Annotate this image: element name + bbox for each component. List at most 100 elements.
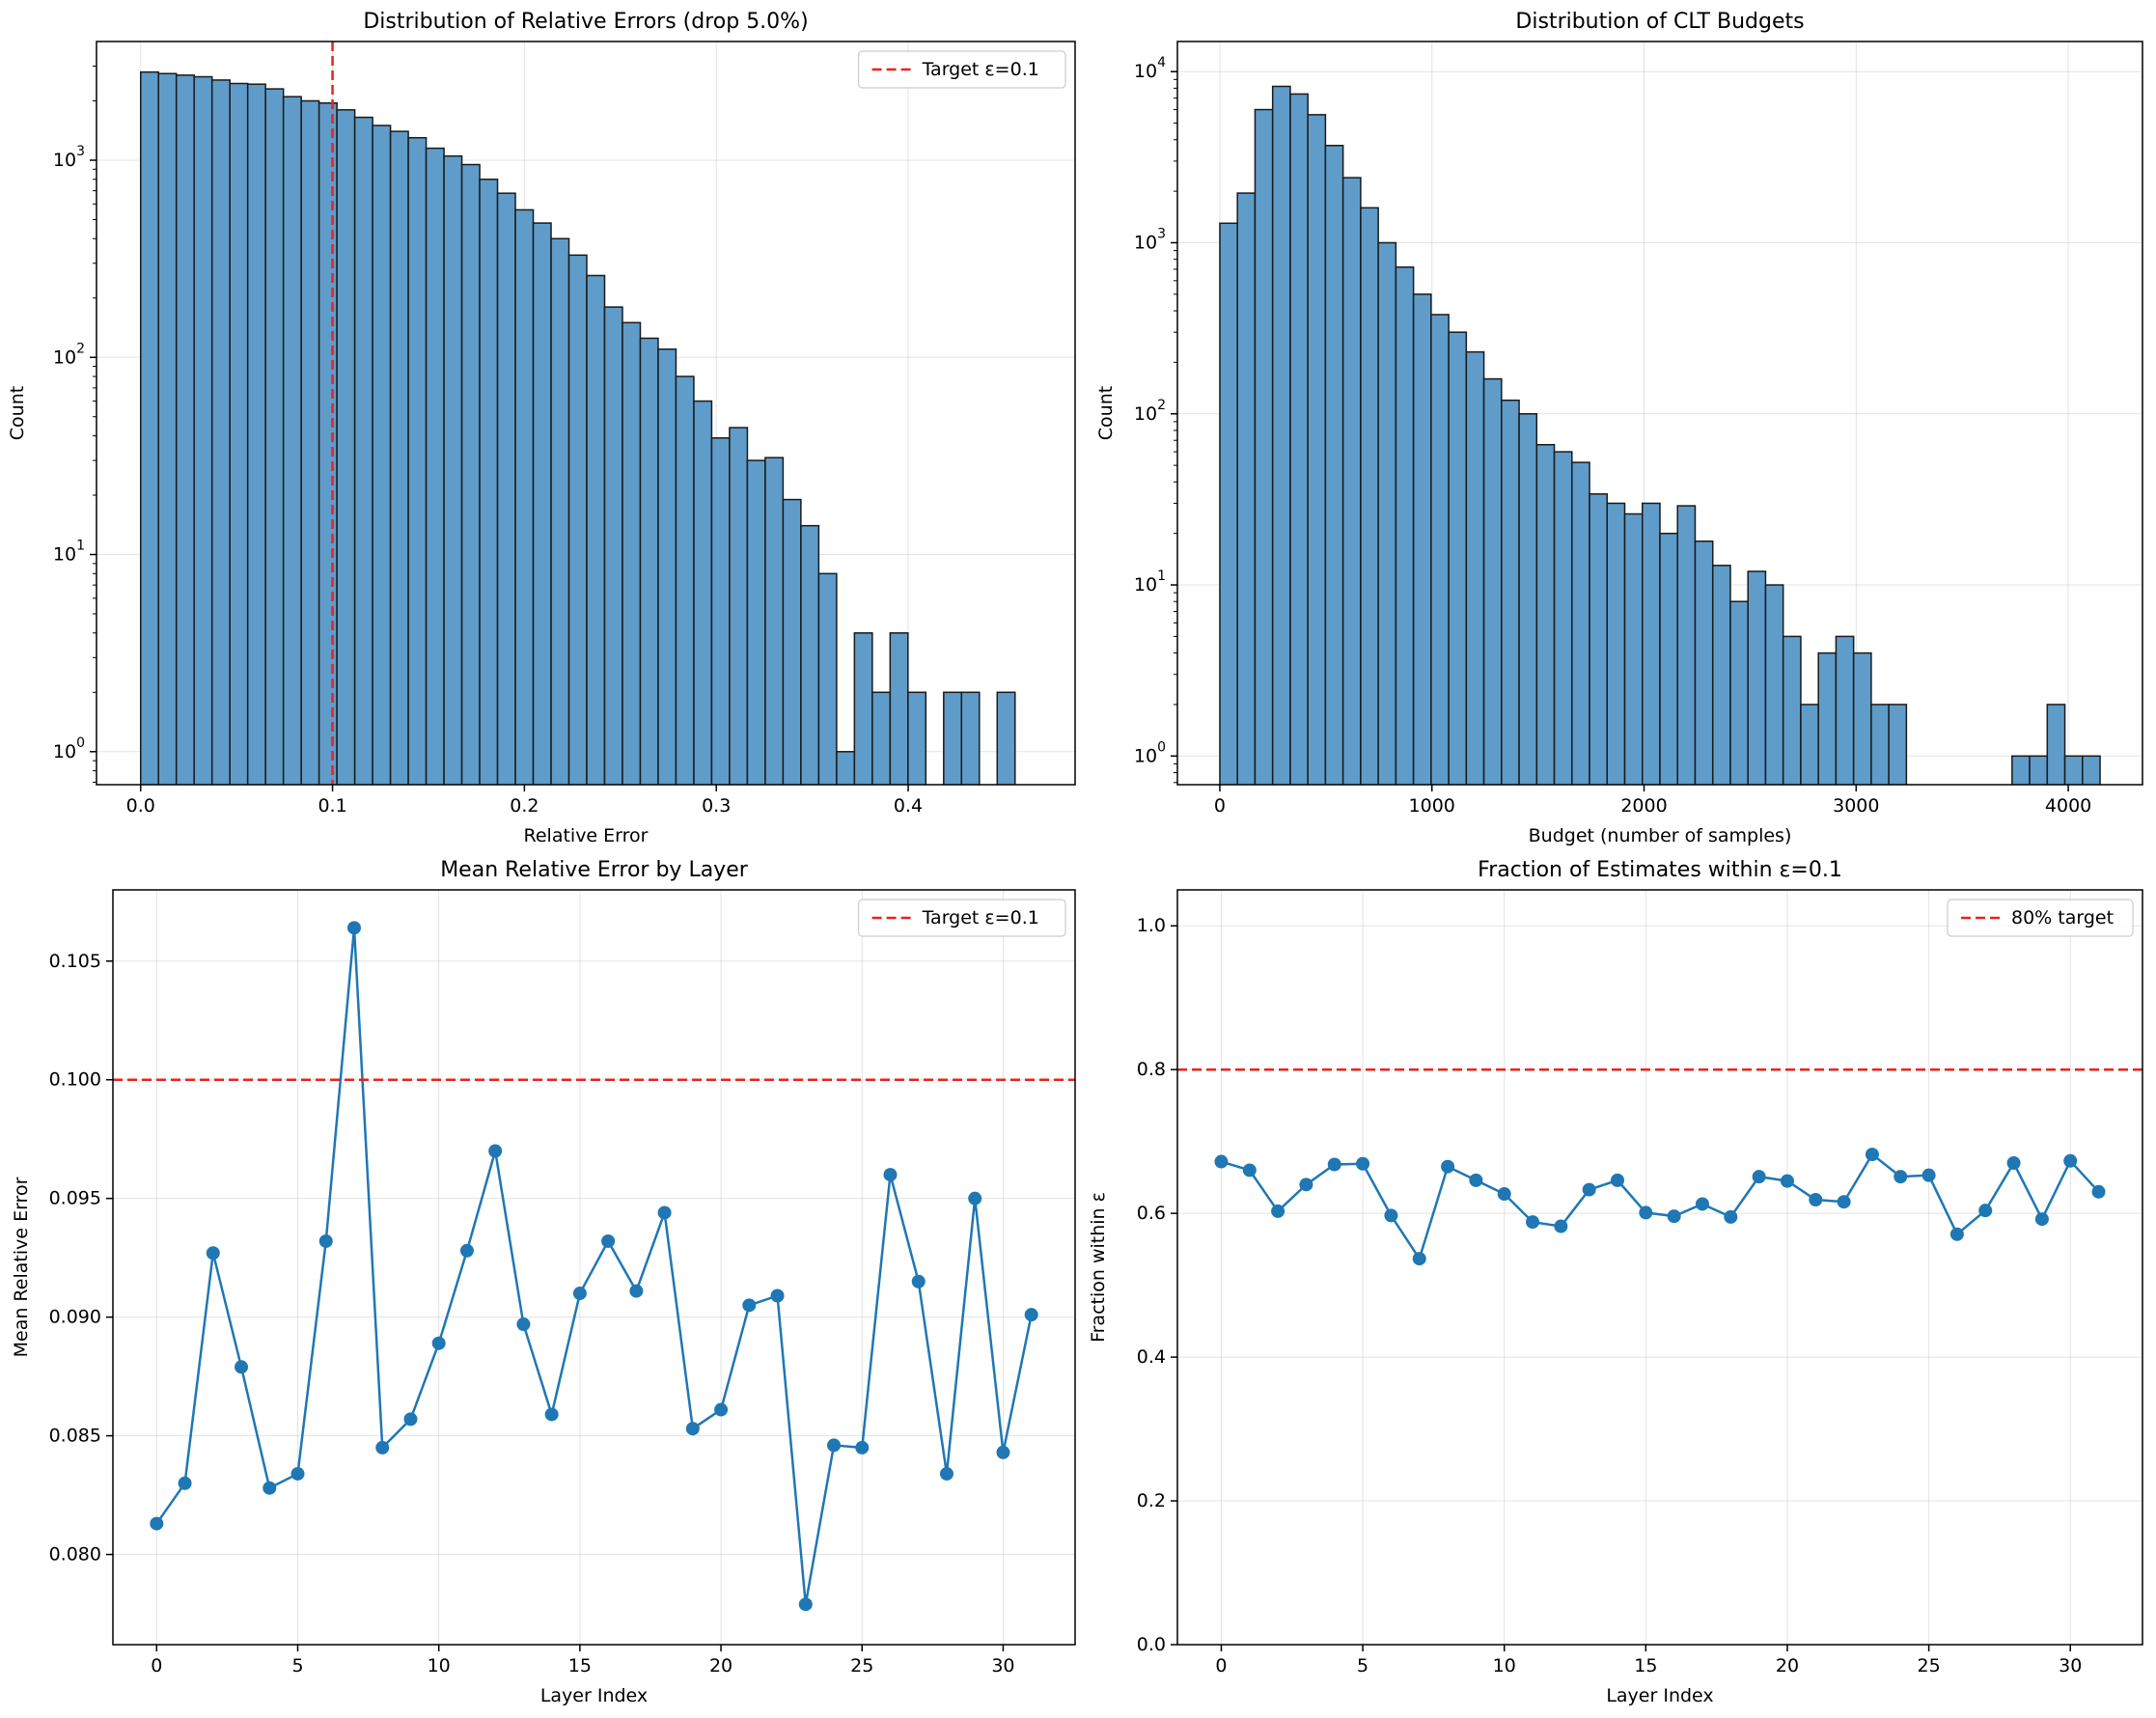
chart-panel-4: 0 5 10 15 20 25 30 0.0 0.2 0.4 0.6 0.8 1.0 Fraction o… <box>1088 858 2143 1706</box>
data-point <box>1695 1197 1709 1211</box>
data-point <box>1949 1227 1964 1241</box>
axes-frame <box>1176 889 2143 1646</box>
data-point <box>2034 1212 2049 1227</box>
histogram-bar <box>1219 222 1238 785</box>
histogram-bar <box>567 254 588 785</box>
tick-exponent: 3 <box>76 144 85 159</box>
histogram-bar <box>1659 532 1678 785</box>
marks <box>139 70 1016 785</box>
tick-label: 0 <box>1215 1655 1227 1676</box>
tick-label: 30 <box>991 1655 1014 1676</box>
histogram-bar <box>1307 114 1327 785</box>
tick-label: 0.100 <box>49 1069 101 1091</box>
chart-panel-3: 0 5 10 15 20 25 30 0.080 0.085 0.090 0.095 0.100 0.1… <box>11 858 1076 1706</box>
data-point <box>1299 1178 1313 1192</box>
y-tick-label: 102 <box>53 341 85 368</box>
tick-label: 1000 <box>1409 795 1455 817</box>
data-point <box>827 1438 842 1453</box>
data-point <box>883 1168 898 1182</box>
tick-label: 0.4 <box>1137 1346 1166 1368</box>
histogram-bar <box>1535 444 1556 785</box>
tick-label: 10 <box>428 1655 451 1676</box>
data-point <box>516 1317 531 1332</box>
y-tick-label: 103 <box>1134 226 1166 253</box>
data-point <box>1024 1308 1038 1322</box>
histogram-bar <box>210 79 231 785</box>
histogram-bar <box>1430 314 1450 785</box>
histogram-bar <box>336 109 356 785</box>
histogram-bar <box>1694 540 1714 785</box>
tick-label: 5 <box>291 1655 303 1676</box>
histogram-bar <box>1606 502 1626 785</box>
tick-label: 1.0 <box>1137 915 1166 936</box>
tick-label: 0.8 <box>1137 1059 1166 1080</box>
tick-label: 4000 <box>2045 795 2091 817</box>
tick-label: 0.1 <box>318 795 346 817</box>
histogram-bar <box>1589 493 1609 785</box>
tick-label: 15 <box>1634 1655 1657 1676</box>
tick-label: 0.090 <box>49 1307 101 1328</box>
data-point <box>1242 1163 1257 1178</box>
tick-label: 30 <box>2059 1655 2082 1676</box>
histogram-bar <box>2082 755 2101 785</box>
tick-label: 20 <box>1776 1655 1799 1676</box>
histogram-bar <box>1518 413 1538 785</box>
data-point <box>2006 1156 2021 1171</box>
histogram-bar <box>1448 331 1468 785</box>
data-point <box>911 1274 926 1288</box>
data-point <box>431 1336 446 1350</box>
y-tick-label: 100 <box>1134 739 1166 766</box>
histogram-bar <box>1817 651 1838 785</box>
grid <box>1177 890 2142 1645</box>
tick-base: 10 <box>1134 403 1157 425</box>
data-point <box>1441 1159 1455 1174</box>
data-point <box>403 1412 418 1427</box>
histogram-bar <box>1341 177 1362 785</box>
tick-base: 10 <box>1134 232 1157 253</box>
data-point <box>1497 1187 1511 1202</box>
histogram-bar <box>532 222 552 785</box>
tick-exponent: 4 <box>1157 55 1166 70</box>
data-point <box>939 1466 954 1481</box>
chart-panel-1: 0.0 0.1 0.2 0.3 0.4100101102103Distribution … <box>7 10 1076 846</box>
marks <box>1214 1148 2106 1266</box>
data-point <box>235 1360 249 1374</box>
histogram-bar <box>479 179 499 785</box>
histogram-bar <box>943 691 963 785</box>
histogram-bar <box>853 632 873 785</box>
legend: 80% target <box>1947 899 2134 937</box>
histogram-bar <box>639 337 659 785</box>
tick-base: 10 <box>1134 745 1157 766</box>
histogram-bar <box>353 116 373 785</box>
tick-exponent: 1 <box>76 539 85 554</box>
y-axis-label: Mean Relative Error <box>11 1177 32 1357</box>
y-tick-label: 101 <box>1134 568 1166 596</box>
histogram-bar <box>1729 600 1749 785</box>
data-point <box>1837 1195 1851 1209</box>
data-point <box>488 1144 503 1158</box>
tick-label: 0 <box>151 1655 162 1676</box>
axes-frame <box>112 889 1076 1646</box>
tick-label: 5 <box>1357 1655 1368 1676</box>
data-point <box>714 1402 729 1417</box>
histogram-bar <box>1571 461 1590 785</box>
histogram-bar <box>1324 145 1344 785</box>
series-line <box>155 928 1033 1605</box>
data-point <box>855 1440 870 1455</box>
histogram-bar <box>907 691 927 785</box>
histogram-bar <box>1747 570 1767 785</box>
legend-box <box>857 899 1066 937</box>
tick-label: 0.3 <box>702 795 731 817</box>
histogram-bar <box>836 751 856 785</box>
data-point <box>206 1246 220 1261</box>
histogram-bar <box>1553 451 1573 785</box>
histogram-bar <box>246 83 266 785</box>
legend-label: Target ε=0.1 <box>922 907 1039 928</box>
axes-frame <box>1176 41 2143 786</box>
data-point <box>798 1597 813 1612</box>
data-point <box>1724 1209 1738 1224</box>
histogram-bar <box>514 208 535 785</box>
data-point <box>1214 1154 1229 1169</box>
histogram-bar <box>622 321 642 785</box>
